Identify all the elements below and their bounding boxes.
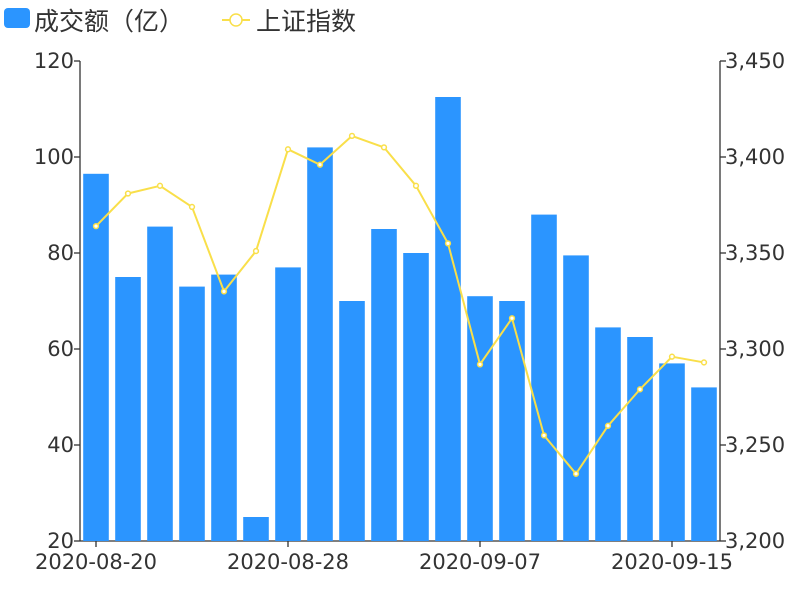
line-point[interactable] [636,386,644,393]
line-point[interactable] [700,359,708,366]
legend-label-index[interactable]: 上证指数 [256,7,356,36]
line-point[interactable] [252,247,260,255]
bar[interactable] [563,255,589,541]
axes: 20 40 60 80 100 120 3,200 3,250 3,300 3,350 3,400 3… [34,49,785,574]
y-right-tick-label: 3,200 [725,529,785,553]
y-right-tick-label: 3,350 [725,241,785,265]
bar[interactable] [179,286,205,541]
x-tick-label: 2020-09-07 [419,550,541,574]
bar[interactable] [83,173,109,542]
bar[interactable] [211,274,237,541]
bar[interactable] [339,301,365,541]
y-right-tick-label: 3,250 [725,433,785,457]
bar[interactable] [307,147,333,541]
bar[interactable] [499,301,525,541]
line-point[interactable] [540,432,548,439]
bar[interactable] [467,296,493,541]
legend-swatch-turnover[interactable] [4,8,30,28]
y-left-tick-label: 80 [47,241,74,265]
bar[interactable] [691,387,717,541]
line-point[interactable] [412,182,420,189]
x-tick-label: 2020-08-28 [227,550,349,574]
y-right-tick-label: 3,300 [725,337,785,361]
bar[interactable] [115,277,141,541]
y-left-tick-label: 20 [47,529,74,553]
line-point[interactable] [284,146,292,153]
line-point[interactable] [476,361,484,368]
legend-label-turnover[interactable]: 成交额（亿） [34,7,184,36]
line-point[interactable] [92,222,100,230]
legend-swatch-index[interactable] [222,13,250,27]
x-tick-label: 2020-08-20 [35,550,157,574]
bar[interactable] [659,363,685,541]
bar[interactable] [147,226,173,541]
y-right-tick-label: 3,450 [725,49,785,73]
bar[interactable] [243,517,269,541]
line-point[interactable] [444,240,452,247]
y-left-tick-label: 100 [34,145,74,169]
index-line [95,134,705,475]
bar-series [83,97,717,542]
bar[interactable] [531,214,557,541]
bar[interactable] [371,229,397,541]
line-point[interactable] [220,288,228,295]
line-point[interactable] [380,144,388,151]
line-point[interactable] [604,422,612,429]
bar[interactable] [275,267,301,541]
y-right-tick-label: 3,400 [725,145,785,169]
line-point[interactable] [316,161,324,168]
bar[interactable] [627,337,653,541]
bar[interactable] [403,253,429,541]
line-point[interactable] [124,190,132,197]
line-point[interactable] [668,353,676,360]
line-point[interactable] [508,315,516,322]
line-point[interactable] [348,132,356,140]
y-left-tick-label: 60 [47,337,74,361]
y-left-tick-label: 120 [34,49,74,73]
line-series [92,132,708,477]
y-left-tick-label: 40 [47,433,74,457]
line-point[interactable] [188,203,196,211]
line-point[interactable] [572,470,580,477]
line-point[interactable] [156,182,164,189]
bar[interactable] [435,97,461,541]
legend: 成交额（亿） 上证指数 [4,7,356,36]
x-tick-label: 2020-09-15 [611,550,733,574]
bar[interactable] [595,327,621,541]
